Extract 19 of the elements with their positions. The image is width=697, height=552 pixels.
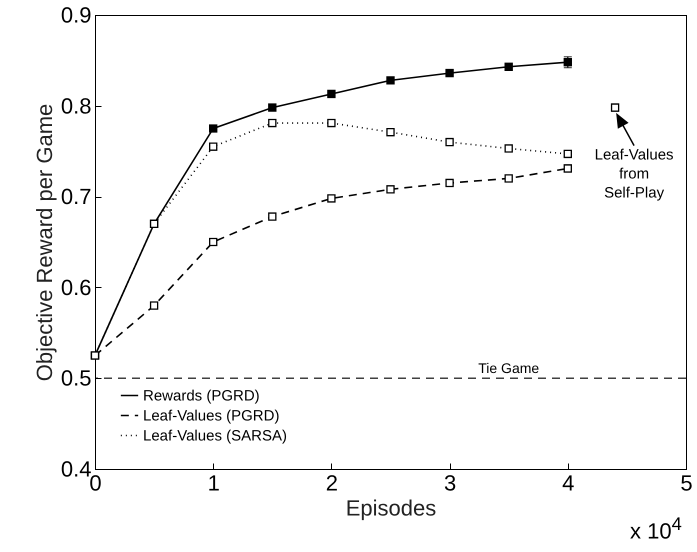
x-tick-label: 3 (444, 470, 456, 496)
y-tick-label: 0.7 (60, 184, 92, 210)
y-tick-label: 0.4 (60, 456, 92, 482)
y-tick-label: 0.5 (60, 366, 92, 391)
ref-line-label: Tie Game (478, 360, 540, 376)
text: x 10$^{4}$ (630, 513, 682, 544)
x-tick-label: 2 (326, 470, 338, 496)
y-tick-label: 0.6 (60, 274, 92, 300)
legend-label: Rewards (PGRD) (143, 388, 260, 404)
y-tick-label: 0.8 (60, 93, 92, 118)
x-tick-label: 1 (208, 470, 220, 496)
y-tick-label: 0.9 (60, 2, 92, 28)
legend-label: Leaf-Values (PGRD) (143, 408, 280, 424)
x-tick-label: 4 (562, 470, 574, 496)
annotation: Leaf-Values from Self-Play (594, 146, 674, 202)
x-axis-title: Episodes (346, 496, 436, 520)
x-tick-label: 5 (680, 470, 693, 496)
legend-label: Leaf-Values (SARSA) (143, 428, 287, 444)
y-axis-title: Objective Reward per Game (32, 104, 57, 382)
